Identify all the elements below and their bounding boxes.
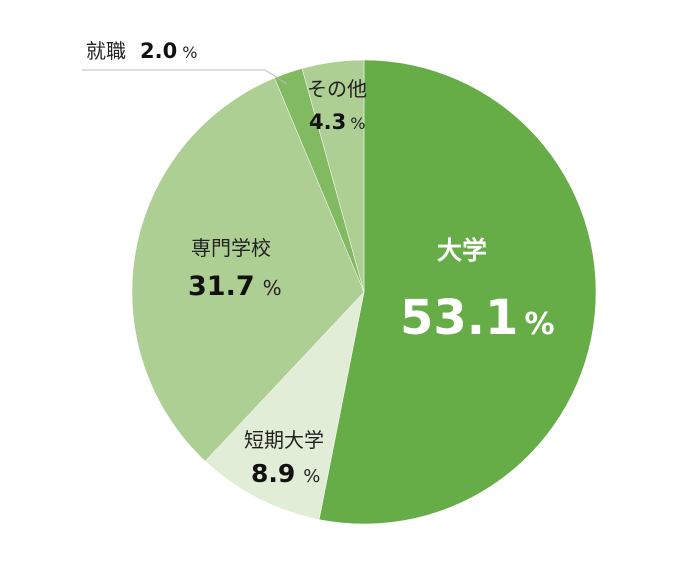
tanki-value: 8.9 xyxy=(251,459,295,488)
shushoku-unit: % xyxy=(182,43,197,62)
sonota-value: 4.3 xyxy=(309,110,346,134)
senmon-unit: % xyxy=(263,276,282,300)
daigaku-value-label: 53.1% xyxy=(400,290,555,346)
pie-slice-senmon xyxy=(131,77,365,462)
shushoku-value: 2.0 xyxy=(140,39,177,63)
senmon-value: 31.7 xyxy=(188,271,255,302)
pie-slice-daigaku xyxy=(318,59,597,525)
shushoku-label-line: 就職 2.0% xyxy=(86,39,197,63)
daigaku-unit: % xyxy=(524,307,554,342)
tanki-unit: % xyxy=(303,466,320,487)
sonota-value-label: 4.3% xyxy=(309,110,365,134)
pie-slice-tanki xyxy=(204,291,365,520)
shushoku-label: 就職 xyxy=(86,39,126,63)
senmon-label: 専門学校 xyxy=(191,236,271,260)
sonota-label: その他 xyxy=(307,77,367,101)
sonota-unit: % xyxy=(350,114,365,133)
tanki-label: 短期大学 xyxy=(244,428,324,452)
daigaku-value: 53.1 xyxy=(400,290,518,346)
tanki-value-label: 8.9% xyxy=(251,459,320,488)
senmon-value-label: 31.7% xyxy=(188,271,282,302)
pie-slice-sonota xyxy=(301,59,365,293)
daigaku-label: 大学 xyxy=(437,236,487,265)
shushoku-leader-line xyxy=(82,69,288,85)
pie-slices xyxy=(131,59,597,525)
